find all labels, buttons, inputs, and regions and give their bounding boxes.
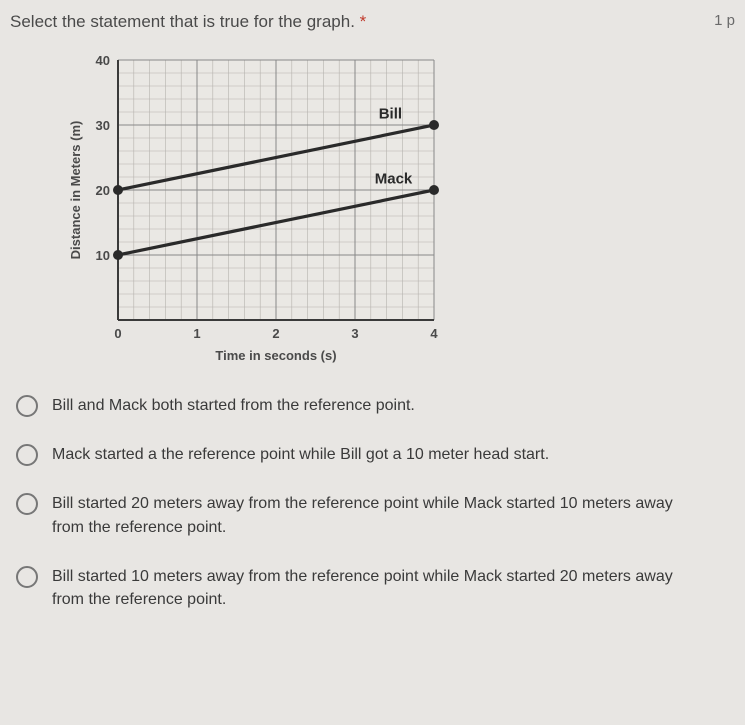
option-c[interactable]: Bill started 20 meters away from the ref… <box>16 492 735 538</box>
radio-icon <box>16 493 38 515</box>
svg-text:4: 4 <box>430 326 438 341</box>
svg-text:30: 30 <box>96 118 110 133</box>
svg-text:2: 2 <box>272 326 279 341</box>
distance-time-chart: 0 1 2 3 4 10 20 30 40 Bill Mack Time in seconds (s)… <box>64 50 454 370</box>
svg-text:0: 0 <box>114 326 121 341</box>
svg-text:3: 3 <box>351 326 358 341</box>
option-text: Bill and Mack both started from the refe… <box>52 394 415 417</box>
svg-text:10: 10 <box>96 248 110 263</box>
svg-text:Mack: Mack <box>375 171 413 188</box>
radio-icon <box>16 566 38 588</box>
option-text: Bill started 20 meters away from the ref… <box>52 492 692 538</box>
svg-text:20: 20 <box>96 183 110 198</box>
prompt-text: Select the statement that is true for th… <box>10 12 355 31</box>
svg-text:1: 1 <box>193 326 200 341</box>
option-d[interactable]: Bill started 10 meters away from the ref… <box>16 565 735 611</box>
svg-text:Distance in Meters (m): Distance in Meters (m) <box>68 121 83 260</box>
question-header: Select the statement that is true for th… <box>10 12 735 32</box>
svg-text:Bill: Bill <box>379 106 402 123</box>
chart-svg: 0 1 2 3 4 10 20 30 40 Bill Mack Time in seconds (s)… <box>64 50 454 370</box>
radio-icon <box>16 395 38 417</box>
option-text: Mack started a the reference point while… <box>52 443 549 466</box>
answer-options: Bill and Mack both started from the refe… <box>10 394 735 611</box>
option-text: Bill started 10 meters away from the ref… <box>52 565 692 611</box>
question-prompt: Select the statement that is true for th… <box>10 12 366 32</box>
radio-icon <box>16 444 38 466</box>
option-b[interactable]: Mack started a the reference point while… <box>16 443 735 466</box>
points-label: 1 p <box>714 12 735 29</box>
svg-text:Time in seconds (s): Time in seconds (s) <box>215 348 336 363</box>
svg-text:40: 40 <box>96 53 110 68</box>
option-a[interactable]: Bill and Mack both started from the refe… <box>16 394 735 417</box>
required-asterisk: * <box>360 12 367 31</box>
